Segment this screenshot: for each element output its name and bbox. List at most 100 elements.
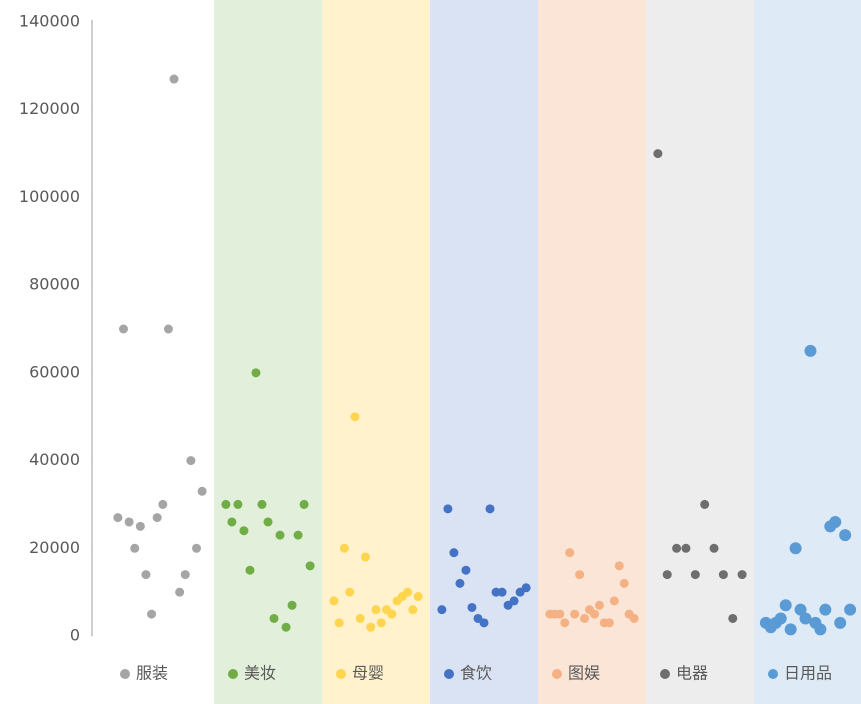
y-tick-label: 120000	[19, 99, 80, 118]
data-point	[594, 600, 604, 610]
data-point	[700, 499, 710, 509]
data-point	[709, 543, 719, 553]
data-point	[197, 486, 207, 496]
legend-marker	[552, 669, 562, 679]
data-point	[672, 543, 682, 553]
data-point	[329, 596, 339, 606]
data-point	[461, 565, 471, 575]
data-point	[485, 504, 495, 514]
category-label: 食饮	[460, 664, 492, 683]
data-point	[560, 618, 570, 628]
data-point	[653, 149, 663, 159]
data-point	[609, 596, 619, 606]
data-point	[521, 583, 531, 593]
category-band	[538, 0, 646, 704]
data-point	[575, 570, 585, 580]
data-point	[263, 517, 273, 527]
y-tick-label: 60000	[29, 362, 80, 381]
data-point	[497, 587, 507, 597]
data-point	[339, 543, 349, 553]
data-point	[449, 548, 459, 558]
data-point	[350, 412, 360, 422]
data-point	[829, 515, 842, 528]
data-point	[844, 603, 857, 616]
data-point	[221, 499, 231, 509]
data-point	[152, 513, 162, 523]
data-point	[366, 622, 376, 632]
data-point	[355, 613, 365, 623]
data-point	[834, 616, 847, 629]
data-point	[690, 570, 700, 580]
data-point	[360, 552, 370, 562]
data-point	[135, 521, 145, 531]
data-point	[509, 596, 519, 606]
data-point	[287, 600, 297, 610]
data-point	[804, 344, 817, 357]
data-point	[839, 529, 852, 542]
data-point	[455, 578, 465, 588]
data-point	[299, 499, 309, 509]
legend-marker	[660, 669, 670, 679]
data-point	[118, 324, 128, 334]
category-band	[322, 0, 430, 704]
data-point	[819, 603, 832, 616]
data-point	[779, 599, 792, 612]
y-tick-label: 100000	[19, 187, 80, 206]
data-point	[334, 618, 344, 628]
data-point	[233, 499, 243, 509]
data-point	[113, 513, 123, 523]
category-label: 电器	[676, 664, 708, 683]
data-point	[728, 613, 738, 623]
data-point	[570, 609, 580, 619]
category-label: 母婴	[352, 664, 384, 683]
data-point	[774, 612, 787, 625]
data-point	[413, 592, 423, 602]
y-tick-label: 140000	[19, 12, 80, 31]
y-tick-label: 20000	[29, 538, 80, 557]
data-point	[257, 499, 267, 509]
category-label: 服装	[136, 664, 168, 683]
data-point	[662, 570, 672, 580]
data-point	[403, 587, 413, 597]
data-point	[814, 623, 827, 636]
category-label: 日用品	[784, 664, 832, 683]
category-band	[646, 0, 754, 704]
data-point	[681, 543, 691, 553]
data-point	[245, 565, 255, 575]
y-tick-label: 40000	[29, 450, 80, 469]
y-tick-label: 0	[70, 626, 80, 645]
category-band	[214, 0, 322, 704]
data-point	[479, 618, 489, 628]
data-point	[718, 570, 728, 580]
category-band	[430, 0, 538, 704]
data-point	[227, 517, 237, 527]
data-point	[147, 609, 157, 619]
data-point	[799, 612, 812, 625]
data-point	[604, 618, 614, 628]
category-label: 美妆	[244, 664, 276, 683]
data-point	[467, 602, 477, 612]
legend-marker	[444, 669, 454, 679]
data-point	[371, 605, 381, 615]
legend-marker	[120, 669, 130, 679]
data-point	[345, 587, 355, 597]
data-point	[186, 456, 196, 466]
legend-marker	[336, 669, 346, 679]
data-point	[443, 504, 453, 514]
data-point	[293, 530, 303, 540]
category-label: 图娱	[568, 664, 600, 683]
data-point	[141, 570, 151, 580]
data-point	[784, 623, 797, 636]
data-point	[619, 578, 629, 588]
data-point	[239, 526, 249, 536]
data-point	[589, 609, 599, 619]
data-point	[124, 517, 134, 527]
data-point	[163, 324, 173, 334]
data-point	[169, 74, 179, 84]
y-tick-label: 80000	[29, 275, 80, 294]
data-point	[130, 543, 140, 553]
data-point	[251, 368, 261, 378]
data-point	[629, 613, 639, 623]
data-point	[437, 605, 447, 615]
